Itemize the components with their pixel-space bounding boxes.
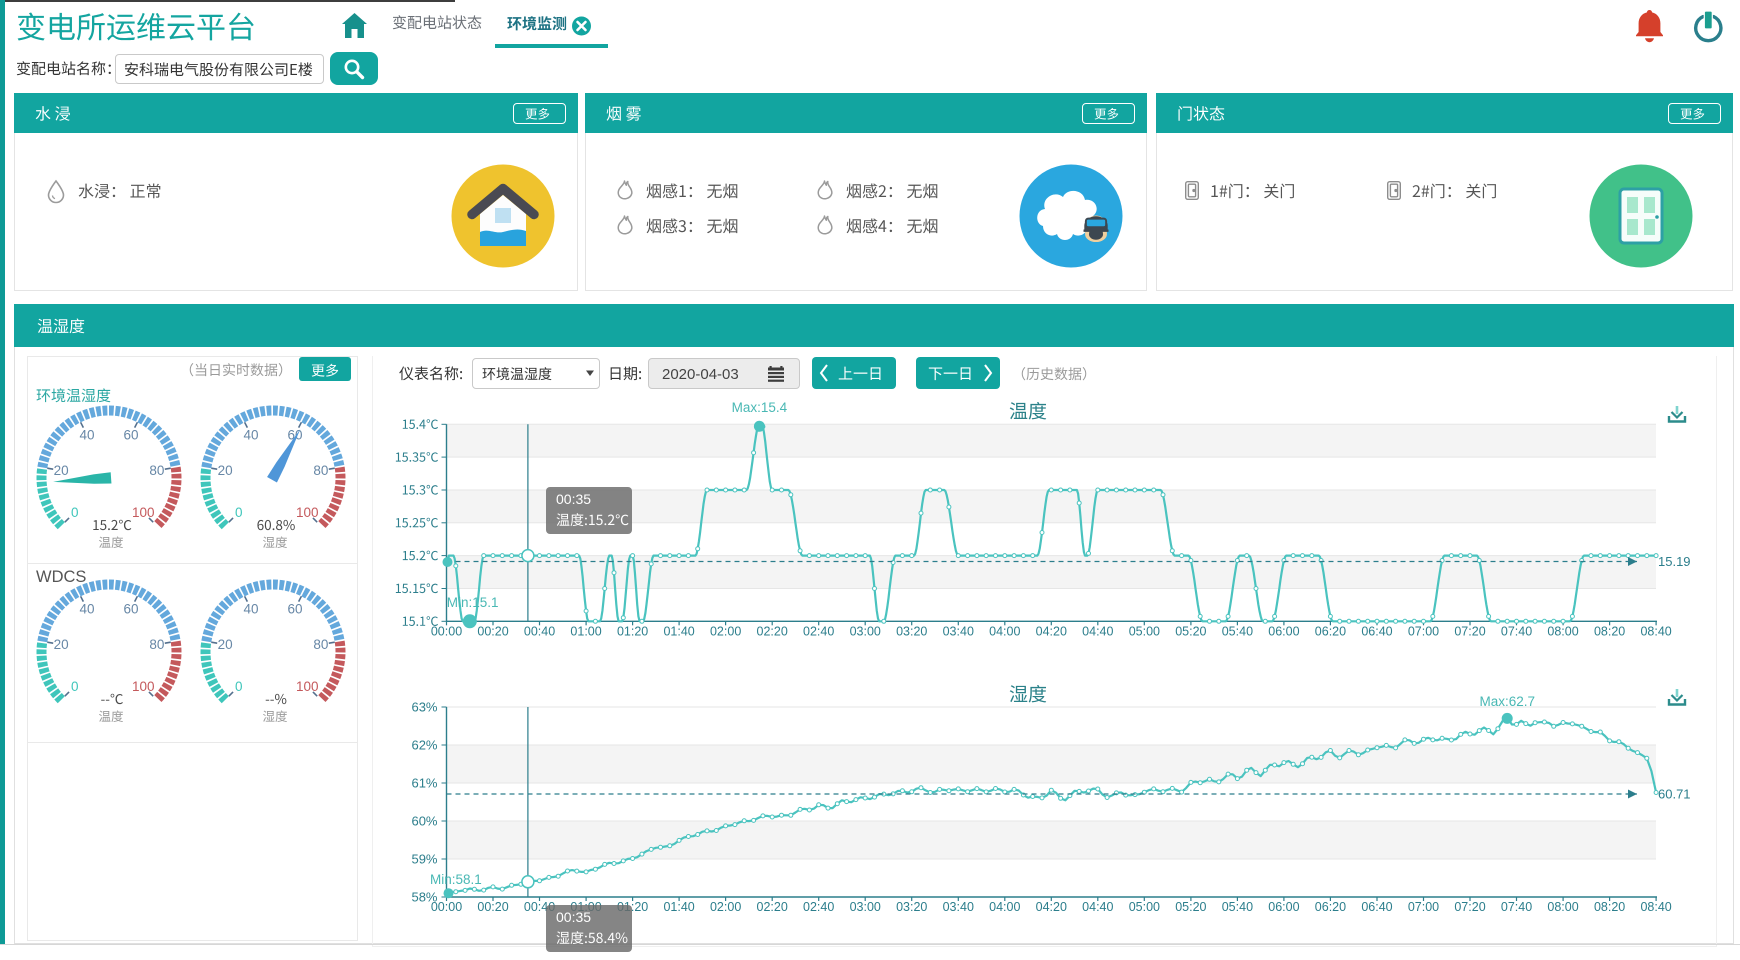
svg-text:60: 60 [288, 601, 303, 616]
svg-text:63%: 63% [411, 700, 437, 715]
svg-text:02:00: 02:00 [710, 900, 741, 914]
svg-text:07:00: 07:00 [1408, 624, 1439, 638]
svg-text:00:00: 00:00 [431, 900, 462, 914]
svg-text:00:40: 00:40 [524, 624, 555, 638]
svg-text:04:40: 04:40 [1082, 900, 1113, 914]
svg-text:01:00: 01:00 [570, 624, 601, 638]
svg-text:40: 40 [79, 601, 94, 616]
svg-text:02:20: 02:20 [757, 624, 788, 638]
svg-text:61%: 61% [411, 776, 437, 791]
svg-text:100: 100 [296, 679, 319, 694]
svg-text:06:40: 06:40 [1361, 900, 1392, 914]
svg-text:07:00: 07:00 [1408, 900, 1439, 914]
svg-text:00:20: 00:20 [477, 900, 508, 914]
svg-text:03:20: 03:20 [896, 900, 927, 914]
svg-text:02:40: 02:40 [803, 900, 834, 914]
svg-text:06:20: 06:20 [1315, 624, 1346, 638]
svg-text:05:40: 05:40 [1222, 900, 1253, 914]
svg-text:60%: 60% [411, 814, 437, 829]
svg-text:00:35: 00:35 [556, 909, 591, 925]
svg-text:03:20: 03:20 [896, 624, 927, 638]
svg-text:80: 80 [313, 463, 328, 478]
svg-text:20: 20 [218, 637, 233, 652]
svg-text:05:20: 05:20 [1175, 624, 1206, 638]
svg-text:07:20: 07:20 [1454, 624, 1485, 638]
svg-text:02:20: 02:20 [757, 900, 788, 914]
svg-text:06:00: 06:00 [1268, 624, 1299, 638]
svg-text:04:00: 04:00 [989, 624, 1020, 638]
svg-text:05:00: 05:00 [1129, 900, 1160, 914]
svg-text:40: 40 [79, 427, 94, 442]
svg-text:20: 20 [218, 463, 233, 478]
svg-text:03:40: 03:40 [943, 900, 974, 914]
svg-text:20: 20 [54, 463, 69, 478]
svg-text:40: 40 [243, 427, 258, 442]
svg-text:80: 80 [149, 463, 164, 478]
svg-text:80: 80 [313, 637, 328, 652]
svg-text:60: 60 [124, 427, 139, 442]
svg-text:08:40: 08:40 [1640, 900, 1671, 914]
svg-text:62%: 62% [411, 738, 437, 753]
svg-text:15.19: 15.19 [1658, 554, 1691, 569]
svg-text:04:20: 04:20 [1036, 900, 1067, 914]
svg-text:04:40: 04:40 [1082, 624, 1113, 638]
svg-text:03:00: 03:00 [850, 900, 881, 914]
svg-text:0: 0 [235, 505, 243, 520]
svg-text:04:20: 04:20 [1036, 624, 1067, 638]
svg-text:07:40: 07:40 [1501, 624, 1532, 638]
svg-text:00:20: 00:20 [477, 624, 508, 638]
svg-text:01:40: 01:40 [663, 900, 694, 914]
svg-text:59%: 59% [411, 852, 437, 867]
svg-text:80: 80 [149, 637, 164, 652]
svg-text:20: 20 [54, 637, 69, 652]
svg-text:WDCS: WDCS [36, 568, 86, 586]
svg-text:02:00: 02:00 [710, 624, 741, 638]
svg-text:03:40: 03:40 [943, 624, 974, 638]
svg-text:0: 0 [235, 679, 243, 694]
svg-text:Max:15.4: Max:15.4 [732, 400, 788, 415]
svg-text:08:20: 08:20 [1594, 900, 1625, 914]
svg-text:06:40: 06:40 [1361, 624, 1392, 638]
svg-text:08:40: 08:40 [1640, 624, 1671, 638]
svg-text:05:00: 05:00 [1129, 624, 1160, 638]
svg-text:01:20: 01:20 [617, 624, 648, 638]
svg-text:40: 40 [243, 601, 258, 616]
svg-text:00:35: 00:35 [556, 491, 591, 507]
svg-text:Min:58.1: Min:58.1 [430, 872, 482, 887]
svg-text:100: 100 [132, 505, 155, 520]
svg-text:08:00: 08:00 [1547, 900, 1578, 914]
svg-text:Min:15.1: Min:15.1 [447, 595, 499, 610]
svg-text:60: 60 [124, 601, 139, 616]
svg-text:06:20: 06:20 [1315, 900, 1346, 914]
svg-text:07:20: 07:20 [1454, 900, 1485, 914]
svg-text:03:00: 03:00 [850, 624, 881, 638]
svg-text:60.71: 60.71 [1658, 787, 1691, 802]
svg-text:08:00: 08:00 [1547, 624, 1578, 638]
svg-text:0: 0 [71, 505, 79, 520]
svg-text:04:00: 04:00 [989, 900, 1020, 914]
svg-text:05:20: 05:20 [1175, 900, 1206, 914]
svg-text:100: 100 [296, 505, 319, 520]
svg-text:0: 0 [71, 679, 79, 694]
svg-text:08:20: 08:20 [1594, 624, 1625, 638]
svg-text:01:40: 01:40 [663, 624, 694, 638]
svg-text:Max:62.7: Max:62.7 [1479, 694, 1535, 709]
svg-text:06:00: 06:00 [1268, 900, 1299, 914]
svg-text:07:40: 07:40 [1501, 900, 1532, 914]
svg-text:60: 60 [288, 427, 303, 442]
svg-text:2020-04-03: 2020-04-03 [662, 366, 739, 383]
svg-text:100: 100 [132, 679, 155, 694]
svg-text:58%: 58% [411, 890, 437, 905]
svg-text:05:40: 05:40 [1222, 624, 1253, 638]
svg-text:00:00: 00:00 [431, 624, 462, 638]
svg-text:02:40: 02:40 [803, 624, 834, 638]
